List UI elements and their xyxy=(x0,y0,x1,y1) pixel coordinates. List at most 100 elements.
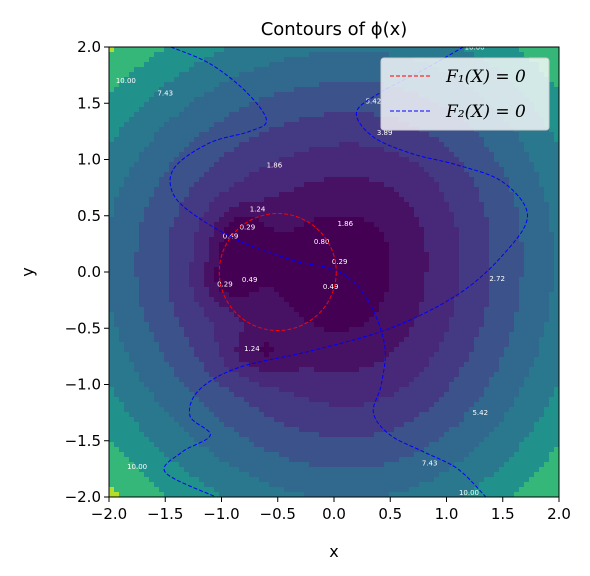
contour-cell xyxy=(129,402,135,408)
contour-cell xyxy=(224,487,230,493)
contour-cell xyxy=(234,222,240,228)
contour-cell xyxy=(134,372,140,378)
contour-cell xyxy=(374,377,380,383)
contour-cell xyxy=(149,242,155,248)
contour-cell xyxy=(329,397,335,403)
contour-cell xyxy=(129,102,135,108)
contour-cell xyxy=(274,337,280,343)
contour-cell xyxy=(319,292,325,298)
contour-cell xyxy=(184,47,190,53)
contour-cell xyxy=(294,172,300,178)
contour-cell xyxy=(179,462,185,468)
contour-cell xyxy=(264,72,270,78)
contour-cell xyxy=(319,392,325,398)
contour-cell xyxy=(129,122,135,128)
contour-cell xyxy=(159,112,165,118)
contour-cell xyxy=(339,62,345,68)
contour-cell xyxy=(114,427,120,433)
contour-cell xyxy=(324,97,330,103)
contour-cell xyxy=(179,77,185,83)
contour-cell xyxy=(169,452,175,458)
contour-cell xyxy=(304,432,310,438)
contour-cell xyxy=(209,207,215,213)
contour-cell xyxy=(289,307,295,313)
contour-cell xyxy=(204,477,210,483)
contour-cell xyxy=(244,67,250,73)
contour-cell xyxy=(154,227,160,233)
contour-cell xyxy=(159,307,165,313)
contour-cell xyxy=(114,102,120,108)
contour-cell xyxy=(239,107,245,113)
contour-cell xyxy=(119,182,125,188)
contour-cell xyxy=(299,437,305,443)
contour-cell xyxy=(174,207,180,213)
contour-cell xyxy=(329,47,335,53)
contour-cell xyxy=(334,332,340,338)
contour-cell xyxy=(354,447,360,453)
contour-cell xyxy=(314,47,320,53)
contour-cell xyxy=(114,347,120,353)
contour-cell xyxy=(129,342,135,348)
contour-cell xyxy=(364,482,370,488)
contour-cell xyxy=(199,122,205,128)
contour-cell xyxy=(129,62,135,68)
contour-cell xyxy=(244,427,250,433)
contour-cell xyxy=(269,452,275,458)
contour-cell xyxy=(214,412,220,418)
contour-cell xyxy=(299,187,305,193)
contour-cell xyxy=(349,197,355,203)
contour-cell xyxy=(369,357,375,363)
contour-cell xyxy=(289,232,295,238)
contour-cell xyxy=(304,137,310,143)
contour-cell xyxy=(364,147,370,153)
contour-cell xyxy=(364,157,370,163)
contour-cell xyxy=(379,282,385,288)
contour-cell xyxy=(269,92,275,98)
contour-cell xyxy=(294,107,300,113)
contour-cell xyxy=(189,447,195,453)
contour-cell xyxy=(354,77,360,83)
contour-cell xyxy=(279,467,285,473)
contour-cell xyxy=(209,272,215,278)
contour-cell xyxy=(184,307,190,313)
contour-cell xyxy=(174,482,180,488)
contour-cell xyxy=(279,242,285,248)
contour-cell xyxy=(139,282,145,288)
contour-cell xyxy=(224,407,230,413)
contour-cell xyxy=(269,352,275,358)
contour-cell xyxy=(304,272,310,278)
contour-cell xyxy=(354,327,360,333)
contour-cell xyxy=(149,182,155,188)
contour-cell xyxy=(179,357,185,363)
contour-cell xyxy=(189,437,195,443)
contour-cell xyxy=(209,452,215,458)
contour-cell xyxy=(174,152,180,158)
contour-cell xyxy=(374,337,380,343)
contour-cell xyxy=(219,47,225,53)
contour-cell xyxy=(144,422,150,428)
contour-cell xyxy=(149,62,155,68)
contour-cell xyxy=(284,152,290,158)
contour-cell xyxy=(234,467,240,473)
contour-cell xyxy=(199,322,205,328)
contour-cell xyxy=(294,242,300,248)
contour-cell xyxy=(224,177,230,183)
contour-cell xyxy=(229,197,235,203)
contour-cell xyxy=(194,47,200,53)
contour-cell xyxy=(379,262,385,268)
contour-cell xyxy=(324,122,330,128)
contour-cell xyxy=(229,447,235,453)
contour-cell xyxy=(124,117,130,123)
contour-cell xyxy=(189,287,195,293)
contour-cell xyxy=(319,162,325,168)
contour-cell xyxy=(229,267,235,273)
contour-cell xyxy=(194,392,200,398)
contour-cell xyxy=(274,357,280,363)
contour-cell xyxy=(229,127,235,133)
contour-cell xyxy=(169,147,175,153)
contour-cell xyxy=(279,307,285,313)
contour-cell xyxy=(129,367,135,373)
contour-cell xyxy=(154,282,160,288)
contour-cell xyxy=(374,102,380,108)
contour-cell xyxy=(134,377,140,383)
